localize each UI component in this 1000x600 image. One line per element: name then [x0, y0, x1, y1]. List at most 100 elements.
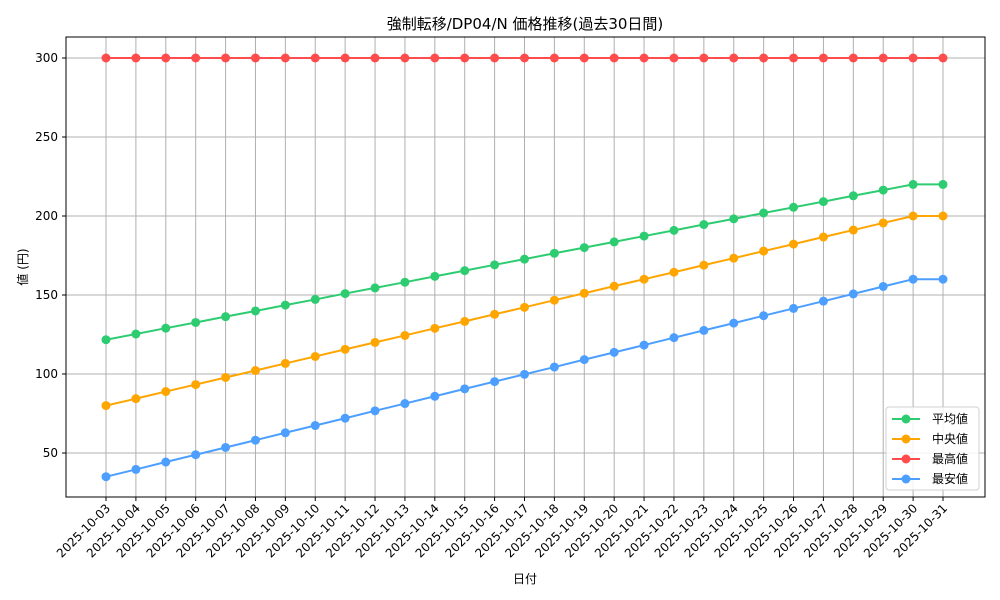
data-point	[729, 253, 739, 263]
plot-frame	[65, 36, 986, 498]
y-axis-label: 値 (円)	[15, 248, 30, 285]
data-point	[669, 267, 679, 277]
data-point	[609, 237, 619, 247]
data-point	[280, 428, 290, 438]
data-point	[161, 53, 171, 63]
data-point	[639, 340, 649, 350]
data-point	[250, 366, 260, 376]
data-point	[520, 53, 529, 63]
data-point	[699, 220, 709, 230]
data-point	[310, 53, 320, 63]
data-point	[250, 435, 260, 445]
data-point	[818, 197, 828, 207]
data-point	[520, 302, 529, 312]
data-point	[161, 387, 171, 397]
data-point	[430, 53, 440, 63]
data-point	[191, 380, 201, 390]
data-point	[549, 362, 559, 372]
legend-item: 平均値	[892, 411, 968, 426]
data-point	[430, 271, 440, 281]
data-point	[520, 369, 529, 379]
data-point	[400, 399, 410, 409]
data-point	[340, 344, 350, 354]
data-point	[878, 185, 888, 195]
data-point	[460, 53, 470, 63]
data-point	[310, 421, 320, 431]
series-line	[101, 211, 948, 411]
data-point	[759, 246, 769, 256]
data-point	[579, 288, 589, 298]
data-point	[310, 351, 320, 361]
data-point	[579, 243, 589, 253]
data-point	[221, 312, 231, 322]
data-point	[191, 450, 201, 460]
data-point	[908, 211, 918, 221]
data-point	[370, 283, 380, 293]
data-series	[101, 53, 948, 482]
data-point	[221, 442, 231, 452]
data-point	[400, 330, 410, 340]
data-point	[729, 53, 739, 63]
series-line	[101, 179, 948, 345]
data-point	[250, 53, 260, 63]
data-point	[340, 53, 350, 63]
data-point	[161, 323, 171, 333]
chart-title: 強制転移/DP04/N 価格推移(過去30日間)	[387, 15, 664, 33]
data-point	[490, 377, 500, 387]
legend-label: 最安値	[932, 471, 968, 486]
legend-item: 最高値	[892, 451, 968, 466]
legend-item: 中央値	[892, 431, 968, 446]
data-point	[549, 53, 559, 63]
data-point	[818, 232, 828, 242]
data-point	[460, 384, 470, 394]
data-point	[101, 401, 111, 411]
data-point	[699, 325, 709, 335]
y-tick-label: 50	[43, 446, 58, 460]
data-point	[101, 53, 111, 63]
data-point	[878, 53, 888, 63]
data-point	[818, 53, 828, 63]
data-point	[848, 289, 858, 299]
y-tick-label: 300	[35, 51, 58, 65]
data-point	[789, 202, 799, 212]
data-point	[908, 274, 918, 284]
data-point	[340, 413, 350, 423]
data-point	[639, 274, 649, 284]
data-point	[938, 53, 948, 63]
data-point	[878, 281, 888, 291]
data-point	[400, 53, 410, 63]
data-point	[938, 211, 948, 221]
data-point	[370, 337, 380, 347]
data-point	[639, 53, 649, 63]
data-point	[131, 394, 141, 404]
data-point	[878, 218, 888, 228]
data-point	[699, 260, 709, 270]
data-point	[729, 214, 739, 224]
data-point	[280, 53, 290, 63]
data-point	[400, 277, 410, 287]
data-point	[191, 317, 201, 327]
data-point	[609, 347, 619, 357]
data-point	[789, 303, 799, 313]
data-point	[759, 311, 769, 321]
y-tick-label: 250	[35, 130, 58, 144]
data-point	[460, 266, 470, 276]
data-point	[280, 300, 290, 310]
data-point	[609, 281, 619, 291]
legend-item: 最安値	[892, 471, 968, 486]
legend-marker-icon	[901, 414, 911, 424]
legend-box	[885, 406, 980, 491]
data-point	[490, 309, 500, 319]
data-point	[370, 406, 380, 416]
legend-label: 中央値	[932, 431, 968, 446]
data-point	[131, 329, 141, 339]
data-point	[221, 372, 231, 382]
data-point	[938, 274, 948, 284]
legend-marker-icon	[901, 454, 911, 464]
data-point	[460, 316, 470, 326]
data-point	[639, 231, 649, 241]
data-point	[699, 53, 709, 63]
y-tick-label: 200	[35, 209, 58, 223]
